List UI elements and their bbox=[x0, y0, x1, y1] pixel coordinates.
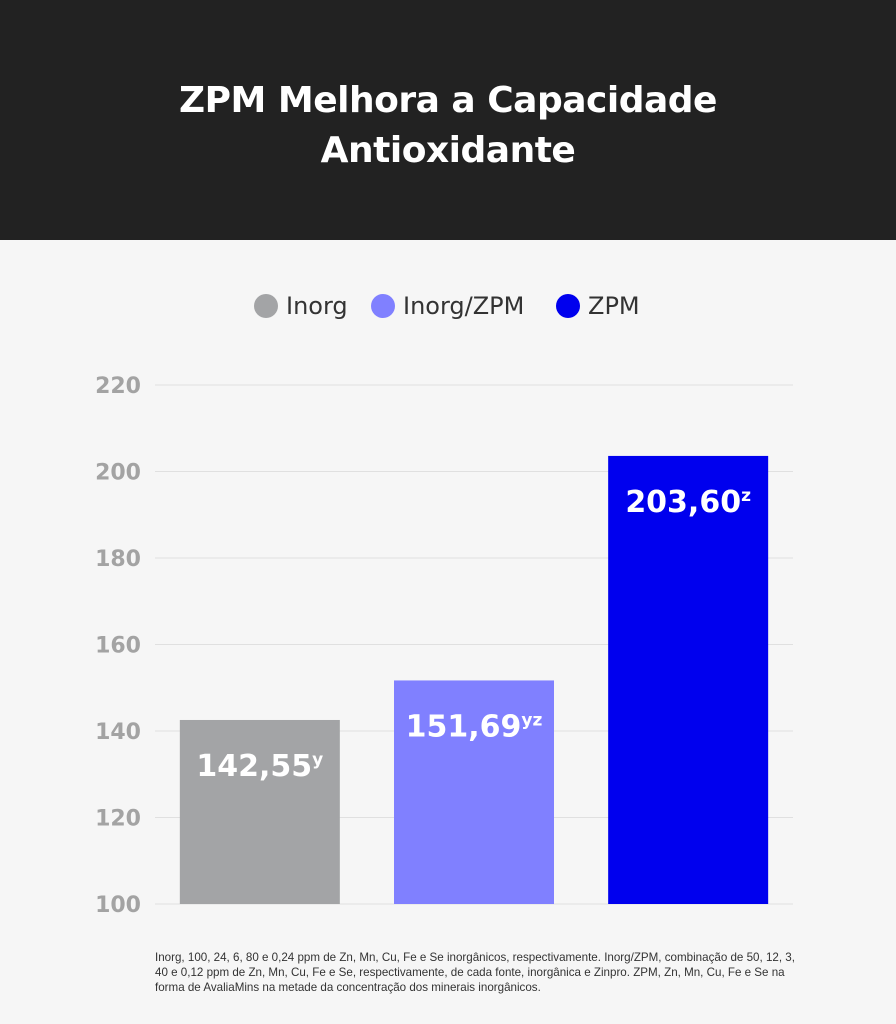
y-tick-label-140: 140 bbox=[95, 720, 141, 745]
legend-label-inorg: Inorg bbox=[286, 292, 348, 320]
legend-item-inorg-zpm: Inorg/ZPM bbox=[371, 286, 524, 326]
bar-inorg-zpm bbox=[394, 680, 554, 904]
bar-value-label-0: 142,55y bbox=[196, 749, 323, 784]
footnote: Inorg, 100, 24, 6, 80 e 0,24 ppm de Zn, … bbox=[155, 951, 795, 994]
legend-label-zpm: ZPM bbox=[588, 292, 640, 320]
legend-swatch-inorg bbox=[254, 294, 278, 318]
bar-zpm bbox=[608, 455, 769, 904]
legend-swatch-inorg-zpm bbox=[371, 294, 395, 318]
title-line-1: ZPM Melhora a Capacidade bbox=[179, 80, 717, 121]
bar-inorg bbox=[179, 719, 340, 904]
y-tick-label-220: 220 bbox=[95, 374, 141, 399]
legend-item-inorg: Inorg bbox=[254, 286, 348, 326]
legend-label-inorg-zpm: Inorg/ZPM bbox=[403, 292, 525, 320]
y-tick-label-100: 100 bbox=[95, 893, 141, 918]
y-tick-label-200: 200 bbox=[95, 461, 141, 486]
header-banner: ZPM Melhora a Capacidade Antioxidante bbox=[0, 0, 896, 240]
chart-title: ZPM Melhora a Capacidade Antioxidante bbox=[0, 76, 896, 176]
title-line-2: Antioxidante bbox=[320, 130, 576, 171]
legend-swatch-zpm bbox=[556, 294, 580, 318]
legend-item-zpm: ZPM bbox=[556, 286, 640, 326]
bar-value-label-1: 151,69yz bbox=[406, 709, 543, 744]
y-tick-label-180: 180 bbox=[95, 547, 141, 572]
y-tick-label-120: 120 bbox=[95, 807, 141, 832]
y-tick-label-160: 160 bbox=[95, 634, 141, 659]
bar-value-label-2: 203,60z bbox=[625, 485, 751, 520]
legend: Inorg Inorg/ZPM ZPM bbox=[0, 286, 896, 326]
